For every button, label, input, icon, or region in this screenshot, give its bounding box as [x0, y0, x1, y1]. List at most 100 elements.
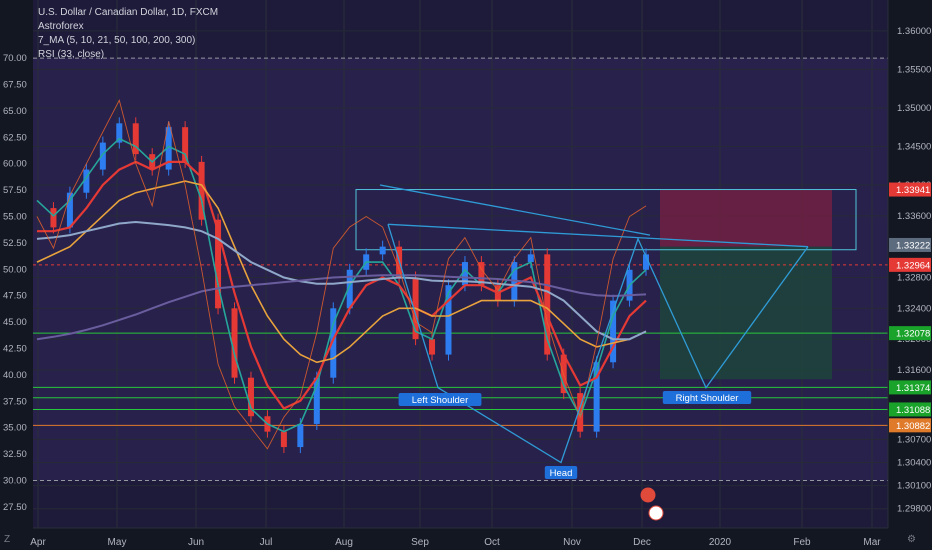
price-tick-label: 1.33600: [897, 211, 931, 222]
candle-body[interactable]: [461, 262, 468, 286]
corner-left-label[interactable]: Z: [4, 534, 11, 545]
rsi-tick-label: 62.50: [3, 132, 27, 143]
candle-body[interactable]: [99, 142, 106, 170]
trendline[interactable]: [387, 223, 809, 248]
x-tick-label: May: [108, 537, 127, 548]
price-flag-label: 1.31374: [896, 383, 930, 394]
candle-body[interactable]: [132, 123, 139, 155]
price-tick-label: 1.36000: [897, 26, 931, 37]
rsi-tick-label: 45.00: [3, 317, 27, 328]
candle-body[interactable]: [182, 127, 189, 162]
candle-body[interactable]: [313, 377, 320, 424]
price-tick-label: 1.35500: [897, 64, 931, 75]
rsi-tick-label: 60.00: [3, 159, 27, 170]
candle-body[interactable]: [593, 362, 600, 432]
rsi-tick-label: 67.50: [3, 79, 27, 90]
x-tick-label: Oct: [484, 537, 500, 548]
x-tick-label: Nov: [563, 537, 581, 548]
rsi-tick-label: 42.50: [3, 343, 27, 354]
take-profit-zone[interactable]: [660, 246, 832, 380]
x-tick-label: Mar: [863, 537, 881, 548]
legend: U.S. Dollar / Canadian Dollar, 1D, FXCM …: [38, 6, 218, 62]
price-flag-label: 1.33222: [896, 240, 930, 251]
candle-body[interactable]: [116, 123, 123, 143]
candle-body[interactable]: [215, 219, 222, 309]
left-shoulder-label-box[interactable]: [398, 393, 482, 406]
price-flag[interactable]: [889, 326, 931, 341]
neckline[interactable]: [379, 184, 651, 236]
price-tick-label: 1.30100: [897, 481, 931, 492]
candle-body[interactable]: [66, 192, 73, 228]
series-line-ma-300[interactable]: [36, 274, 647, 341]
rsi-tick-label: 47.50: [3, 291, 27, 302]
candle-body[interactable]: [429, 339, 436, 355]
price-flag[interactable]: [889, 402, 931, 417]
candle-body[interactable]: [165, 127, 172, 170]
x-tick-label: Feb: [793, 537, 811, 548]
author-label: Astroforex: [38, 21, 84, 32]
ma-indicator-label[interactable]: 7_MA (5, 10, 21, 50, 100, 200, 300): [38, 35, 196, 46]
candle-body[interactable]: [643, 254, 649, 270]
price-flag-label: 1.32964: [896, 260, 930, 271]
candle-body[interactable]: [50, 208, 57, 228]
stop-loss-zone[interactable]: [660, 189, 832, 247]
rsi-tick-label: 30.00: [3, 475, 27, 486]
right-shoulder-label: Right Shoulder: [676, 393, 739, 404]
price-flag-label: 1.32078: [896, 329, 930, 340]
price-flag[interactable]: [889, 257, 931, 272]
head-label-box[interactable]: [544, 466, 578, 479]
price-flag[interactable]: [889, 380, 931, 395]
left-shoulder-label: Left Shoulder: [412, 395, 469, 406]
x-tick-label: Jun: [188, 537, 204, 548]
rsi-tick-label: 27.50: [3, 502, 27, 513]
price-flag-label: 1.33941: [896, 185, 930, 196]
event-badge-icon[interactable]: [648, 505, 664, 521]
event-badge-icon[interactable]: [640, 487, 656, 503]
candle-body[interactable]: [280, 431, 287, 448]
candle-body[interactable]: [297, 423, 304, 448]
rsi-tick-label: 52.50: [3, 238, 27, 249]
rsi-tick-label: 55.00: [3, 211, 27, 222]
x-tick-label: Jul: [260, 537, 273, 548]
candle-body[interactable]: [231, 308, 238, 378]
rsi-tick-label: 40.00: [3, 370, 27, 381]
price-flag[interactable]: [889, 182, 931, 197]
pattern-line[interactable]: [387, 224, 809, 464]
candle-body[interactable]: [247, 377, 254, 417]
x-tick-label: Aug: [335, 537, 353, 548]
price-tick-label: 1.32400: [897, 303, 931, 314]
price-flag[interactable]: [889, 237, 931, 252]
resistance-box[interactable]: [355, 189, 857, 251]
candle-body[interactable]: [527, 254, 534, 263]
price-tick-label: 1.32800: [897, 272, 931, 283]
price-flag[interactable]: [889, 418, 931, 433]
series-line-ma-200[interactable]: [36, 220, 647, 341]
head-label: Head: [550, 468, 573, 479]
price-tick-label: 1.30400: [897, 457, 931, 468]
candle-body[interactable]: [346, 269, 353, 309]
candle-body[interactable]: [198, 161, 205, 220]
series-line-ma-5[interactable]: [36, 137, 647, 433]
candle-body[interactable]: [544, 254, 551, 355]
rsi-indicator-label[interactable]: RSI (33, close): [38, 49, 105, 60]
x-tick-label: 2020: [709, 537, 732, 548]
x-tick-label: Apr: [30, 537, 46, 548]
price-flag-label: 1.31088: [896, 405, 930, 416]
candle-body[interactable]: [330, 308, 337, 378]
candle-body[interactable]: [610, 300, 617, 363]
symbol-title[interactable]: U.S. Dollar / Canadian Dollar, 1D, FXCM: [38, 7, 219, 18]
candle-body[interactable]: [577, 393, 584, 432]
right-shoulder-label-box[interactable]: [662, 391, 752, 404]
candle-body[interactable]: [478, 262, 485, 286]
settings-icon[interactable]: ⚙: [907, 534, 916, 545]
series-line-rsi[interactable]: [36, 99, 647, 450]
price-tick-label: 1.30700: [897, 434, 931, 445]
candle-body[interactable]: [379, 246, 386, 255]
price-tick-label: 1.34500: [897, 141, 931, 152]
rsi-tick-label: 57.50: [3, 185, 27, 196]
candle-body[interactable]: [445, 285, 452, 355]
price-tick-label: 1.31600: [897, 365, 931, 376]
candle-body[interactable]: [83, 169, 90, 193]
